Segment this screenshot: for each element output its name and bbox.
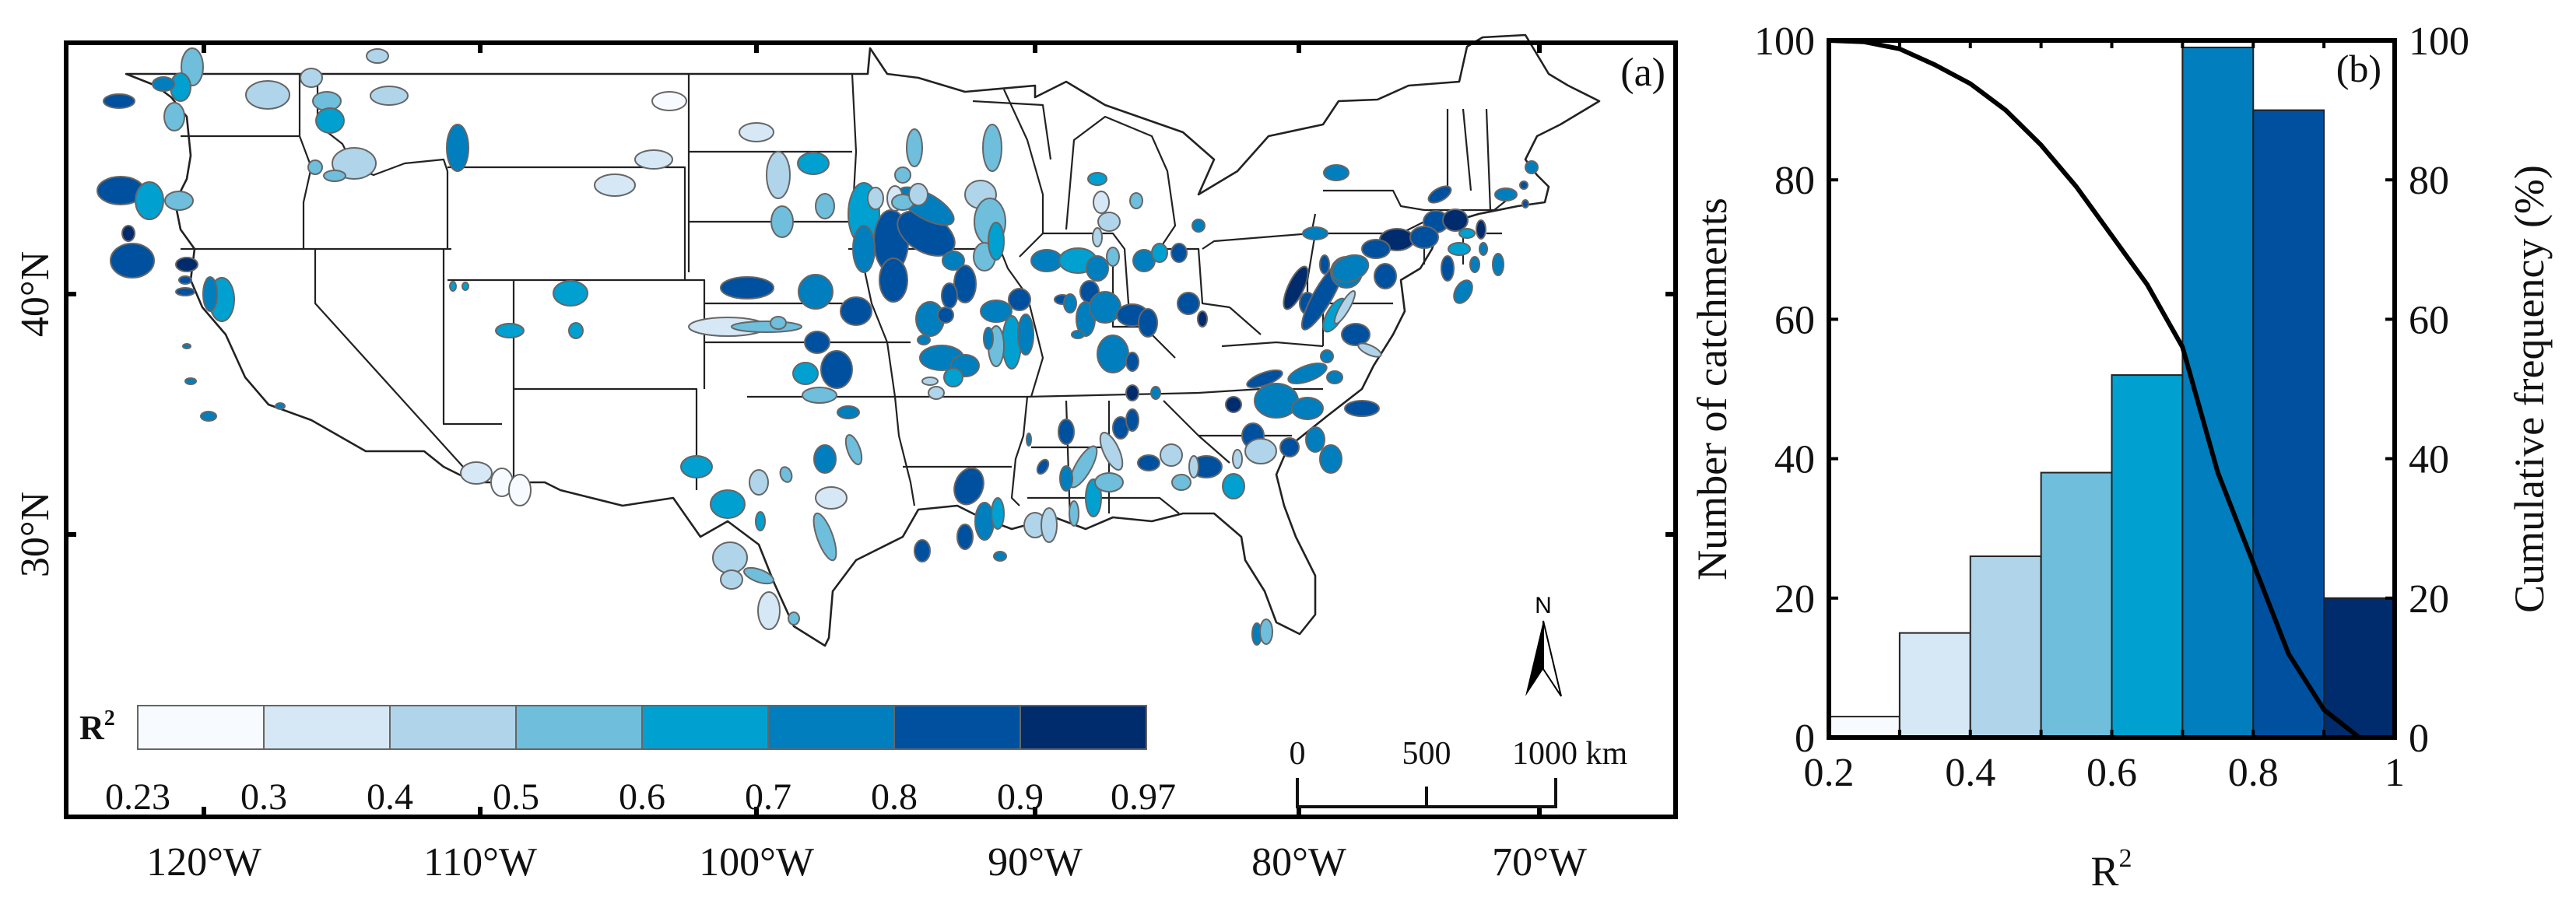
lon-label-4: 80°W bbox=[1251, 840, 1346, 885]
y-left-tick-2: 40 bbox=[1774, 438, 1815, 482]
legend-break-0: 0.23 bbox=[105, 776, 170, 818]
x-tick-3: 0.8 bbox=[2228, 751, 2279, 795]
y-right-tick-0: 0 bbox=[2409, 717, 2429, 761]
y-left-tick-0: 0 bbox=[1795, 717, 1815, 761]
legend-swatch-7 bbox=[1020, 705, 1147, 750]
x-tick-2: 0.6 bbox=[2086, 751, 2137, 795]
x-tick-1: 0.4 bbox=[1945, 751, 1995, 795]
left-axis-title: Number of catchments bbox=[1689, 198, 1735, 580]
x-tick-4: 1 bbox=[2385, 751, 2405, 795]
y-right-tick-3: 60 bbox=[2409, 298, 2449, 342]
bar-0.8-0.9 bbox=[2252, 109, 2325, 739]
legend-title: R2 bbox=[79, 706, 115, 747]
legend-swatch-4 bbox=[641, 705, 769, 750]
lon-label-3: 90°W bbox=[988, 840, 1083, 885]
legend-break-1: 0.3 bbox=[240, 776, 287, 818]
y-left-tick-5: 100 bbox=[1754, 19, 1815, 64]
legend-break-2: 0.4 bbox=[367, 776, 413, 818]
legend-break-4: 0.6 bbox=[619, 776, 665, 818]
bar-0.5-0.6 bbox=[2040, 471, 2113, 739]
legend-swatch-1 bbox=[263, 705, 391, 750]
conus-outline bbox=[125, 33, 1601, 647]
bar-0.9-1.0 bbox=[2323, 597, 2395, 738]
y-right-tick-4: 80 bbox=[2409, 159, 2449, 203]
legend-swatch-6 bbox=[893, 705, 1021, 750]
legend-swatch-2 bbox=[389, 705, 517, 750]
north-arrow: N bbox=[1525, 593, 1562, 697]
bar-0.6-0.7 bbox=[2111, 374, 2184, 738]
catchments bbox=[97, 47, 1539, 646]
longitude-ticks: 120°W 110°W 100°W 90°W 80°W 70°W bbox=[146, 43, 1587, 885]
legend-swatch-0 bbox=[137, 705, 265, 750]
cumulative-frequency-line bbox=[1828, 38, 2361, 740]
bar-0.3-0.4 bbox=[1898, 632, 1971, 738]
lon-label-2: 100°W bbox=[699, 840, 814, 885]
legend-break-6: 0.8 bbox=[871, 776, 918, 818]
bar-0.2-0.3 bbox=[1828, 716, 1900, 738]
y-right-tick-2: 40 bbox=[2409, 438, 2449, 482]
y-right-tick-5: 100 bbox=[2409, 19, 2469, 64]
legend-break-5: 0.7 bbox=[745, 776, 791, 818]
latitude-ticks: 40°N 30°N bbox=[13, 251, 1676, 577]
scale-label-500: 500 bbox=[1402, 736, 1451, 772]
scale-label-1000: 1000 km bbox=[1512, 736, 1628, 772]
right-axis-title: Cumulative frequency (%) bbox=[2506, 165, 2553, 613]
y-left-tick-4: 80 bbox=[1774, 159, 1815, 203]
north-label: N bbox=[1535, 593, 1552, 618]
legend-swatch-3 bbox=[515, 705, 643, 750]
lon-label-1: 110°W bbox=[423, 840, 537, 885]
map-frame bbox=[64, 40, 1678, 819]
scale-bar: 0 500 1000 km bbox=[1290, 736, 1628, 808]
x-axis-title: R2 bbox=[2090, 844, 2132, 895]
lat-label-1: 30°N bbox=[13, 492, 58, 577]
north-arrow-icon bbox=[1525, 621, 1543, 696]
legend-break-8: 0.97 bbox=[1111, 776, 1176, 818]
r2-legend: R2 0.23 0.3 0.4 0.5 0.6 0.7 0.8 0.9 0.97 bbox=[79, 705, 1176, 818]
legend-swatch-5 bbox=[767, 705, 895, 750]
scale-label-0: 0 bbox=[1290, 736, 1306, 772]
panel-a-label: (a) bbox=[1620, 51, 1665, 95]
histogram-bars bbox=[1828, 46, 2395, 739]
lon-label-5: 70°W bbox=[1492, 840, 1587, 885]
map-panel: 120°W 110°W 100°W 90°W 80°W 70°W 40°N 30°N (a)… bbox=[13, 33, 1678, 885]
legend-break-3: 0.5 bbox=[493, 776, 539, 818]
bar-0.4-0.5 bbox=[1969, 555, 2042, 738]
panel-b-label: (b) bbox=[2336, 47, 2381, 90]
y-left-tick-3: 60 bbox=[1774, 298, 1815, 342]
legend-break-7: 0.9 bbox=[997, 776, 1044, 818]
x-tick-0: 0.2 bbox=[1804, 751, 1855, 795]
lon-label-0: 120°W bbox=[146, 840, 261, 885]
y-left-tick-1: 20 bbox=[1774, 577, 1815, 622]
y-right-tick-1: 20 bbox=[2409, 577, 2449, 622]
lat-label-0: 40°N bbox=[13, 251, 58, 337]
